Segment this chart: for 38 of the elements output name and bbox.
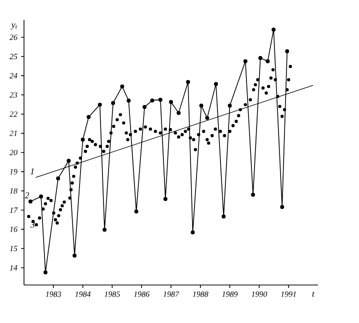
point [280,205,284,210]
point [120,84,124,88]
point [102,228,107,232]
y-axis-title: y$_{t}$ [10,24,18,30]
point [258,56,262,60]
point [43,270,48,274]
point [66,158,71,163]
point [176,110,181,115]
point [150,98,154,102]
x-axis-title: t [312,292,315,297]
point [126,98,131,103]
point [111,100,116,105]
point [169,100,173,104]
point [272,28,276,32]
point [98,102,102,107]
point [28,199,32,204]
point [72,254,77,258]
point [222,214,226,218]
point [186,80,190,84]
point [56,176,60,180]
point [205,116,210,120]
point [39,194,44,198]
point [142,104,147,109]
point [86,114,91,119]
point [266,59,270,64]
point [243,59,248,64]
point [163,196,168,201]
point [80,138,85,142]
point [214,82,218,86]
series-label: 1 [30,168,34,174]
point [228,104,232,108]
point [285,49,290,54]
point [199,104,204,108]
point [158,98,162,102]
point [251,192,256,197]
point [134,209,138,214]
point [190,230,195,234]
series-label: 2 [24,192,30,198]
